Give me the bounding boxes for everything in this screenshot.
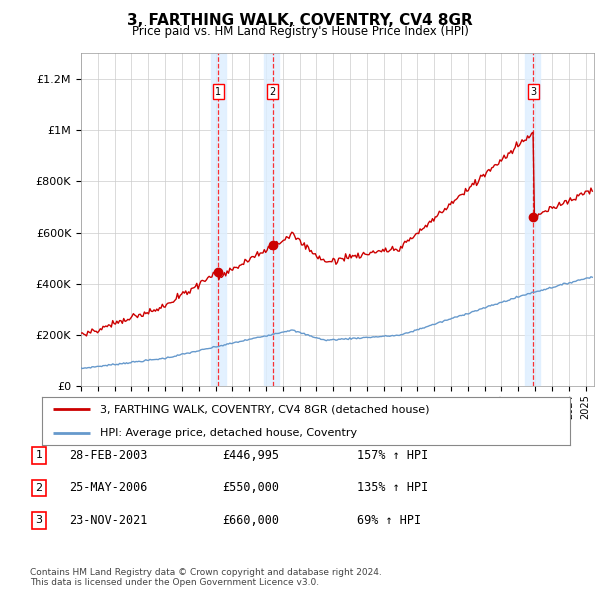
- Text: £660,000: £660,000: [222, 514, 279, 527]
- Text: 2: 2: [269, 87, 276, 97]
- Bar: [265, 53, 280, 386]
- Text: Contains HM Land Registry data © Crown copyright and database right 2024.
This d: Contains HM Land Registry data © Crown c…: [30, 568, 382, 587]
- Bar: [525, 53, 540, 386]
- Text: 23-NOV-2021: 23-NOV-2021: [69, 514, 148, 527]
- Text: 3, FARTHING WALK, COVENTRY, CV4 8GR: 3, FARTHING WALK, COVENTRY, CV4 8GR: [127, 13, 473, 28]
- Text: 25-MAY-2006: 25-MAY-2006: [69, 481, 148, 494]
- Text: 1: 1: [215, 87, 221, 97]
- Text: 135% ↑ HPI: 135% ↑ HPI: [357, 481, 428, 494]
- Text: 2: 2: [35, 483, 43, 493]
- Text: 157% ↑ HPI: 157% ↑ HPI: [357, 449, 428, 462]
- Text: £446,995: £446,995: [222, 449, 279, 462]
- Text: Price paid vs. HM Land Registry's House Price Index (HPI): Price paid vs. HM Land Registry's House …: [131, 25, 469, 38]
- Text: HPI: Average price, detached house, Coventry: HPI: Average price, detached house, Cove…: [100, 428, 357, 438]
- Text: 3, FARTHING WALK, COVENTRY, CV4 8GR (detached house): 3, FARTHING WALK, COVENTRY, CV4 8GR (det…: [100, 404, 430, 414]
- Text: 3: 3: [530, 87, 536, 97]
- Text: 69% ↑ HPI: 69% ↑ HPI: [357, 514, 421, 527]
- Bar: [211, 53, 226, 386]
- Text: 3: 3: [35, 516, 43, 525]
- Text: 28-FEB-2003: 28-FEB-2003: [69, 449, 148, 462]
- Text: £550,000: £550,000: [222, 481, 279, 494]
- Text: 1: 1: [35, 451, 43, 460]
